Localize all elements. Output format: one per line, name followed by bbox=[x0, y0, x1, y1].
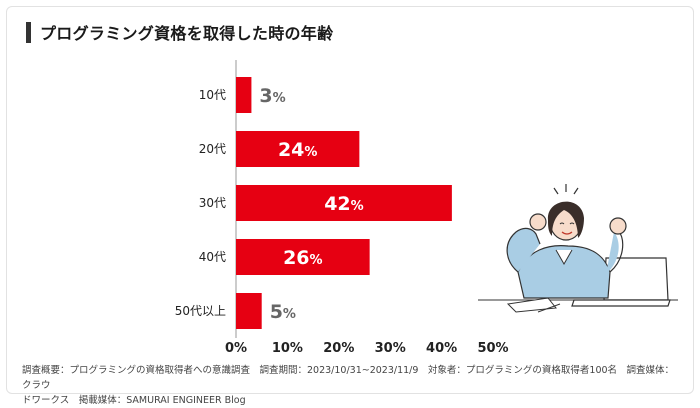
category-label-2: 20代 bbox=[199, 142, 226, 156]
data-label-3: 42% bbox=[324, 193, 363, 215]
category-label-1: 10代 bbox=[199, 88, 226, 102]
bar-chart: 10代 3% 20代 24% 30代 42% 40代 26% 50代以上 5% 0% 10% 20% 30… bbox=[175, 60, 509, 356]
tick-label-20: 20% bbox=[323, 341, 354, 356]
tick-label-40: 40% bbox=[426, 341, 457, 356]
data-label-2: 24% bbox=[278, 139, 317, 161]
bar-3 bbox=[236, 185, 452, 221]
title-accent-bar bbox=[26, 22, 31, 43]
tick-label-0: 0% bbox=[225, 341, 247, 356]
bar-5 bbox=[236, 293, 262, 329]
category-label-4: 40代 bbox=[199, 250, 226, 264]
tick-label-50: 50% bbox=[477, 341, 508, 356]
data-label-1: 3% bbox=[259, 85, 285, 107]
tick-label-10: 10% bbox=[272, 341, 303, 356]
woman-celebrating-illustration bbox=[478, 184, 678, 313]
bar-2 bbox=[236, 131, 360, 167]
chart-title: プログラミング資格を取得した時の年齢 bbox=[40, 24, 334, 43]
survey-footnote: 調査概要：プログラミングの資格取得者への意識調査 調査期間：2023/10/31… bbox=[22, 363, 682, 408]
bar-4 bbox=[236, 239, 370, 275]
category-label-3: 30代 bbox=[199, 196, 226, 210]
tick-label-30: 30% bbox=[375, 341, 406, 356]
data-label-4: 26% bbox=[283, 247, 322, 269]
footnote-line-2: ドワークス 掲載媒体：SAMURAI ENGINEER Blog bbox=[22, 395, 246, 406]
category-label-5: 50代以上 bbox=[175, 304, 226, 318]
bar-1 bbox=[236, 77, 252, 113]
data-label-5: 5% bbox=[270, 301, 296, 323]
footnote-line-1: 調査概要：プログラミングの資格取得者への意識調査 調査期間：2023/10/31… bbox=[22, 365, 675, 391]
